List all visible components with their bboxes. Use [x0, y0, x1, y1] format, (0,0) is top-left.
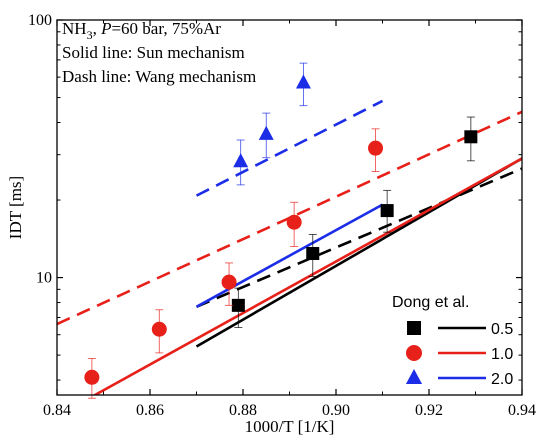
data-point-2.0 — [258, 125, 274, 140]
solid-line-sun-1.0 — [92, 157, 522, 395]
legend: Dong et al. 0.5 1.0 2.0 — [392, 294, 513, 388]
data-point-2.0 — [295, 74, 311, 89]
plot-content — [57, 62, 522, 399]
legend-label: 2.0 — [491, 371, 513, 388]
data-point-0.5 — [306, 247, 320, 261]
data-point-0.5 — [231, 298, 245, 312]
annotation-species: NH — [62, 19, 87, 38]
data-point-1.0 — [368, 140, 384, 156]
annotation-pressure-symbol: P — [100, 19, 111, 38]
data-point-1.0 — [221, 274, 237, 290]
x-tick-label: 0.84 — [43, 402, 71, 419]
annotation-subscript: 3 — [87, 28, 93, 42]
solid-line-annotation: Solid line: Sun mechanism — [62, 43, 245, 62]
legend-marker-2.0 — [405, 368, 423, 385]
data-points — [84, 62, 478, 399]
data-point-1.0 — [286, 214, 302, 230]
dash-line-wang-2.0 — [195, 99, 384, 197]
y-tick-label: 100 — [28, 12, 52, 29]
dash-line-annotation: Dash line: Wang mechanism — [62, 67, 256, 86]
x-tick-label: 0.90 — [322, 402, 350, 419]
data-point-1.0 — [84, 369, 100, 385]
legend-label: 1.0 — [491, 346, 513, 363]
y-axis-label: IDT [ms] — [6, 176, 25, 239]
data-point-0.5 — [380, 204, 394, 218]
y-axis-ticks: 10 100 — [28, 12, 522, 381]
legend-marker-1.0 — [406, 345, 422, 361]
legend-label: 0.5 — [491, 321, 513, 338]
x-axis-ticks: 0.84 0.86 0.88 0.90 0.92 0.94 — [43, 20, 536, 419]
legend-marker-0.5 — [407, 321, 421, 335]
model-lines — [57, 99, 522, 395]
x-tick-label: 0.86 — [136, 402, 164, 419]
y-tick-label: 10 — [36, 270, 52, 287]
annotation-separator: , — [93, 19, 102, 38]
legend-title: Dong et al. — [392, 294, 469, 311]
data-point-0.5 — [464, 130, 478, 144]
x-tick-label: 0.88 — [229, 402, 257, 419]
data-point-2.0 — [233, 153, 249, 168]
chart-annotations: NH3, P=60 bar, 75%Ar Solid line: Sun mec… — [62, 19, 256, 86]
x-tick-label: 0.94 — [508, 402, 536, 419]
dash-line-wang-0.5 — [195, 167, 522, 308]
x-tick-label: 0.92 — [415, 402, 443, 419]
solid-line-sun-2.0 — [195, 203, 384, 308]
x-axis-label: 1000/T [1/K] — [245, 417, 335, 436]
conditions-annotation: NH3, P=60 bar, 75%Ar — [62, 19, 221, 42]
annotation-pressure-value: =60 bar, 75%Ar — [111, 19, 221, 38]
data-point-1.0 — [151, 321, 167, 337]
